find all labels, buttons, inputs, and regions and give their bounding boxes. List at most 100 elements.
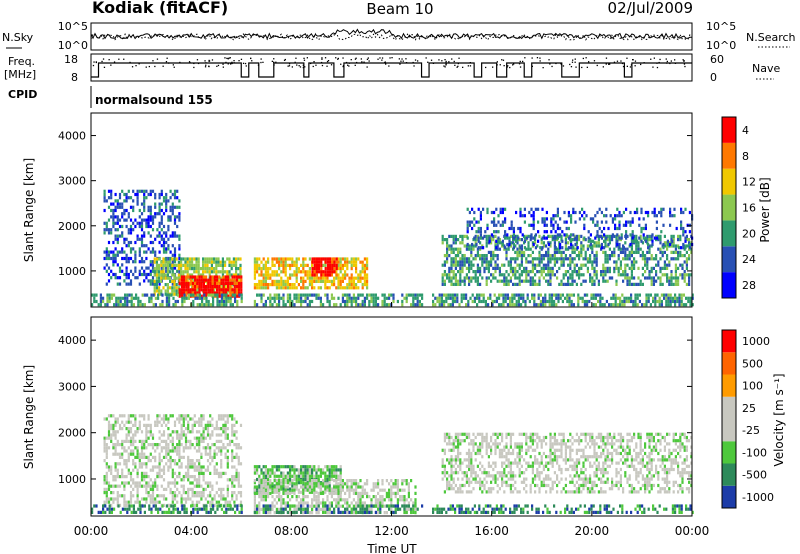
heatmap-cell — [193, 446, 196, 450]
heatmap-cell — [651, 210, 654, 215]
heatmap-cell — [234, 296, 237, 300]
nave-point — [585, 57, 587, 59]
heatmap-cell — [603, 303, 606, 307]
heatmap-cell — [169, 260, 172, 264]
heatmap-cell — [149, 224, 152, 229]
heatmap-cell — [140, 237, 144, 241]
heatmap-cell — [571, 270, 574, 274]
heatmap-cell — [606, 234, 609, 238]
heatmap-cell — [460, 299, 463, 304]
heatmap-cell — [674, 282, 677, 286]
heatmap-cell — [311, 267, 314, 271]
heatmap-cell — [173, 247, 177, 251]
nave-point — [242, 62, 245, 64]
heatmap-cell — [450, 263, 453, 267]
heatmap-cell — [158, 263, 161, 267]
heatmap-cell — [213, 449, 216, 453]
heatmap-cell — [206, 484, 210, 488]
heatmap-cell — [344, 263, 347, 267]
heatmap-cell — [318, 260, 321, 264]
heatmap-cell — [125, 208, 128, 213]
heatmap-cell — [165, 303, 168, 307]
heatmap-cell — [520, 270, 523, 274]
heatmap-cell — [326, 468, 329, 472]
heatmap-cell — [509, 234, 512, 238]
heatmap-cell — [134, 260, 137, 264]
nave-point — [469, 65, 472, 67]
heatmap-cell — [224, 427, 227, 431]
heatmap-cell — [466, 226, 469, 231]
heatmap-cell — [568, 299, 571, 304]
heatmap-cell — [291, 273, 294, 277]
heatmap-cell — [136, 234, 139, 238]
heatmap-cell — [233, 291, 236, 295]
heatmap-cell — [193, 494, 196, 498]
heatmap-cell — [167, 443, 170, 447]
heatmap-cell — [215, 491, 218, 495]
heatmap-cell — [493, 210, 496, 215]
heatmap-cell — [410, 293, 413, 297]
heatmap-cell — [191, 475, 194, 479]
heatmap-cell — [381, 299, 384, 304]
heatmap-cell — [198, 484, 201, 488]
heatmap-cell — [308, 279, 311, 283]
heatmap-cell — [448, 234, 451, 238]
heatmap-cell — [217, 449, 221, 453]
nave-point — [271, 60, 273, 62]
heatmap-cell — [293, 293, 296, 297]
heatmap-cell — [138, 481, 141, 485]
heatmap-cell — [118, 224, 122, 229]
heatmap-cell — [258, 273, 261, 277]
heatmap-cell — [648, 250, 651, 254]
heatmap-cell — [116, 500, 119, 504]
heatmap-cell — [560, 238, 563, 242]
heatmap-cell — [127, 189, 130, 193]
heatmap-cell — [184, 257, 187, 261]
heatmap-cell — [275, 273, 278, 277]
heatmap-cell — [206, 481, 210, 485]
heatmap-cell — [471, 242, 474, 247]
heatmap-cell — [195, 263, 198, 267]
heatmap-cell — [551, 257, 554, 261]
station-title: Kodiak (fitACF) — [92, 0, 228, 17]
heatmap-cell — [368, 293, 371, 297]
heatmap-cell — [258, 279, 261, 283]
heatmap-cell — [350, 283, 353, 287]
heatmap-cell — [169, 257, 172, 261]
heatmap-cell — [235, 430, 238, 434]
heatmap-cell — [176, 433, 179, 437]
heatmap-cell — [260, 260, 263, 264]
nave-point — [413, 65, 415, 67]
heatmap-cell — [658, 296, 661, 300]
heatmap-cell — [231, 291, 234, 295]
heatmap-cell — [166, 267, 169, 271]
heatmap-cell — [531, 257, 534, 261]
heatmap-cell — [123, 240, 126, 245]
heatmap-cell — [177, 286, 180, 290]
heatmap-cell — [618, 223, 621, 227]
heatmap-cell — [200, 452, 203, 456]
heatmap-cell — [149, 234, 152, 238]
heatmap-cell — [598, 226, 601, 231]
heatmap-cell — [657, 263, 660, 267]
heatmap-cell — [107, 189, 111, 193]
heatmap-cell — [470, 254, 473, 258]
heatmap-cell — [582, 244, 585, 248]
heatmap-cell — [302, 270, 305, 274]
heatmap-cell — [217, 263, 220, 267]
heatmap-cell — [295, 257, 298, 261]
heatmap-cell — [235, 468, 238, 472]
heatmap-cell — [614, 299, 617, 304]
heatmap-cell — [626, 279, 629, 283]
heatmap-cell — [198, 303, 201, 307]
heatmap-cell — [665, 303, 668, 307]
heatmap-cell — [165, 247, 168, 251]
heatmap-cell — [162, 240, 166, 245]
heatmap-cell — [160, 218, 163, 222]
heatmap-cell — [446, 241, 449, 245]
heatmap-cell — [493, 230, 496, 234]
heatmap-cell — [553, 299, 556, 304]
heatmap-cell — [685, 266, 688, 270]
heatmap-cell — [130, 293, 133, 297]
heatmap-cell — [145, 481, 148, 485]
